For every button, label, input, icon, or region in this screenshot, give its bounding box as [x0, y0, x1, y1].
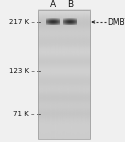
Text: A: A [50, 0, 56, 10]
Bar [38, 10, 90, 139]
Text: 71 K –: 71 K – [14, 111, 35, 117]
Text: B: B [67, 0, 73, 10]
Text: 217 K –: 217 K – [9, 19, 35, 25]
Text: 123 K –: 123 K – [9, 68, 35, 74]
Text: DMBT1: DMBT1 [108, 17, 125, 27]
